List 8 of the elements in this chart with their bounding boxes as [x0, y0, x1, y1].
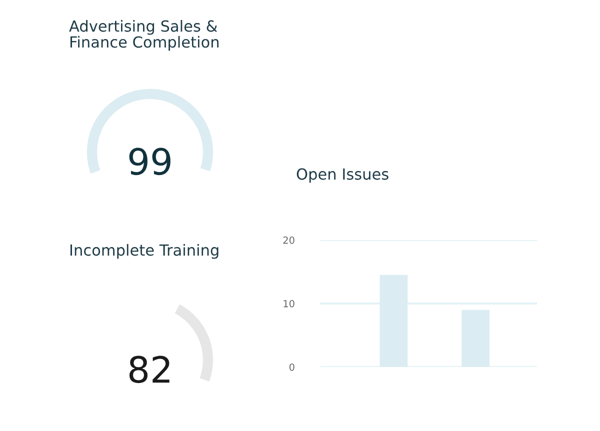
text: 82 — [129, 356, 170, 384]
chart-title: Open Issues — [296, 168, 388, 183]
y-tick-label: 0 — [289, 363, 294, 371]
text: 99 — [129, 148, 170, 176]
y-tick-label: 20 — [283, 236, 294, 244]
text: Incomplete Training — [70, 244, 218, 259]
y-tick-label: 10 — [284, 300, 294, 308]
chart-title: Advertising Sales & Finance Completion — [69, 20, 219, 51]
